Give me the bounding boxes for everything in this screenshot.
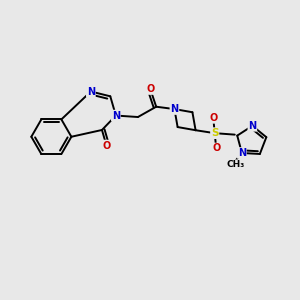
Text: O: O [102,140,111,151]
Text: N: N [170,104,178,114]
Text: N: N [248,121,256,131]
Text: O: O [209,113,218,123]
Text: O: O [146,84,154,94]
Text: N: N [238,148,246,158]
Text: N: N [87,86,95,97]
Text: CH₃: CH₃ [227,160,245,169]
Text: S: S [211,128,218,138]
Text: N: N [112,110,120,121]
Text: O: O [212,143,220,154]
